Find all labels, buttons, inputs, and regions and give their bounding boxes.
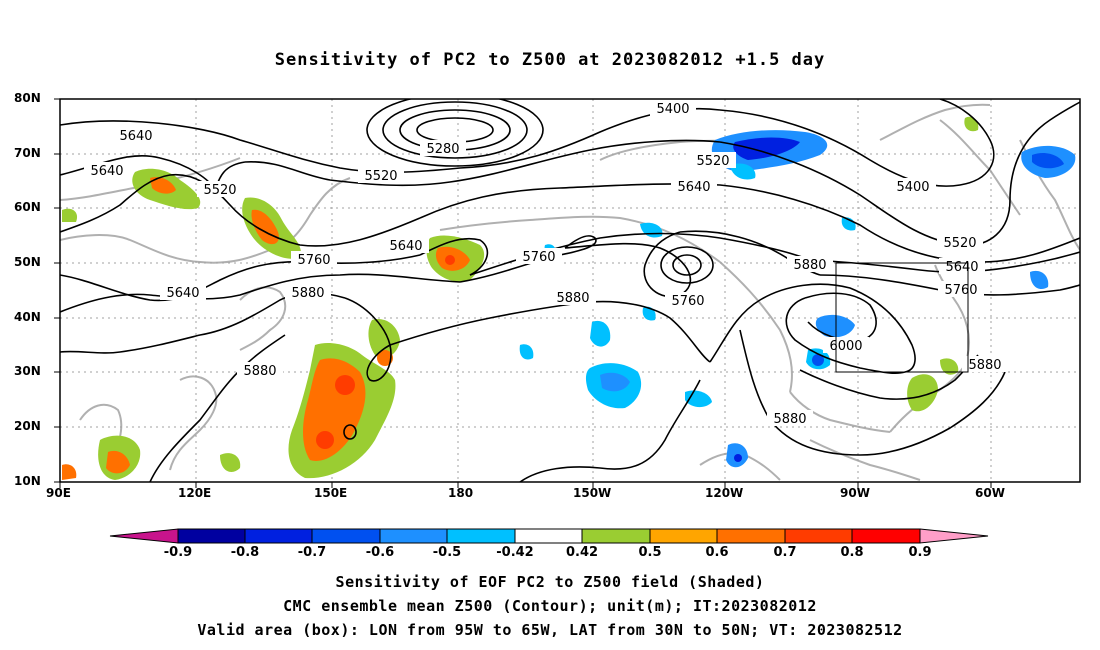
caption-valid-area: Valid area (box): LON from 95W to 65W, L… bbox=[197, 621, 903, 639]
z500-contours bbox=[60, 99, 1080, 482]
colorbar-label: -0.42 bbox=[496, 545, 534, 560]
lon-label: 150W bbox=[573, 486, 612, 500]
contour-label: 5640 bbox=[945, 260, 978, 275]
lon-label: 180 bbox=[448, 486, 474, 500]
contour-label: 5880 bbox=[773, 412, 806, 427]
contour-label: 5640 bbox=[90, 164, 123, 179]
lat-label: 80N bbox=[14, 91, 41, 105]
negative-sensitivity-patches bbox=[519, 130, 1076, 468]
valid-area-box bbox=[835, 262, 969, 373]
colorbar-label: 0.7 bbox=[773, 545, 797, 560]
contour-label: 5280 bbox=[426, 142, 459, 157]
lat-label: 30N bbox=[14, 364, 41, 378]
contour-label: 5880 bbox=[556, 291, 589, 306]
colorbar-label: 0.5 bbox=[638, 545, 662, 560]
contour-label: 5520 bbox=[943, 236, 976, 251]
colorbar-swatch bbox=[446, 528, 516, 544]
colorbar-label: 0.6 bbox=[705, 545, 729, 560]
contour-label: 5880 bbox=[243, 364, 276, 379]
positive-sensitivity-patches bbox=[62, 116, 979, 480]
colorbar-label: 0.42 bbox=[565, 545, 599, 560]
caption-shading: Sensitivity of EOF PC2 to Z500 field (Sh… bbox=[335, 573, 765, 591]
contour-label: 5520 bbox=[696, 154, 729, 169]
colorbar-swatch bbox=[784, 528, 853, 544]
lon-label: 120E bbox=[178, 486, 212, 500]
lat-label: 60N bbox=[14, 200, 41, 214]
colorbar-label: -0.6 bbox=[365, 545, 395, 560]
contour-label: 5520 bbox=[364, 169, 397, 184]
contour-label: 5760 bbox=[671, 294, 704, 309]
lon-label: 90W bbox=[840, 486, 870, 500]
colorbar-label: -0.7 bbox=[297, 545, 327, 560]
colorbar-swatch bbox=[716, 528, 786, 544]
lat-label: 70N bbox=[14, 146, 41, 160]
lat-label: 50N bbox=[14, 255, 41, 269]
axis-ticks bbox=[54, 98, 992, 488]
contour-label: 5520 bbox=[203, 183, 236, 198]
map-frame bbox=[59, 98, 1081, 483]
caption-contour: CMC ensemble mean Z500 (Contour); unit(m… bbox=[283, 597, 817, 615]
contour-label: 5880 bbox=[291, 286, 324, 301]
colorbar bbox=[109, 528, 989, 544]
colorbar-swatch bbox=[514, 528, 583, 544]
contour-label: 5760 bbox=[297, 253, 330, 268]
lon-label: 120W bbox=[705, 486, 744, 500]
contour-label: 5640 bbox=[677, 180, 710, 195]
contour-label: 5640 bbox=[389, 239, 422, 254]
colorbar-swatch bbox=[649, 528, 718, 544]
colorbar-swatch bbox=[177, 528, 246, 544]
contour-label: 5400 bbox=[896, 180, 929, 195]
colorbar-label: -0.5 bbox=[432, 545, 462, 560]
lat-label: 40N bbox=[14, 310, 41, 324]
contour-label: 6000 bbox=[829, 339, 862, 354]
lon-label: 150E bbox=[314, 486, 348, 500]
colorbar-swatch bbox=[379, 528, 448, 544]
colorbar-swatch bbox=[311, 528, 381, 544]
contour-label: 5760 bbox=[944, 283, 977, 298]
contour-label: 5880 bbox=[968, 358, 1001, 373]
colorbar-label: 0.9 bbox=[908, 545, 932, 560]
contour-label: 5760 bbox=[522, 250, 555, 265]
lon-label: 60W bbox=[975, 486, 1005, 500]
contour-label: 5640 bbox=[166, 286, 199, 301]
colorbar-swatch bbox=[851, 528, 921, 544]
colorbar-swatch bbox=[109, 528, 179, 544]
colorbar-label: 0.8 bbox=[840, 545, 864, 560]
contour-label: 5640 bbox=[119, 129, 152, 144]
colorbar-label: -0.8 bbox=[230, 545, 260, 560]
colorbar-label: -0.9 bbox=[163, 545, 193, 560]
colorbar-swatch bbox=[244, 528, 313, 544]
contour-label: 5400 bbox=[656, 102, 689, 117]
colorbar-swatch bbox=[919, 528, 989, 544]
map-title: Sensitivity of PC2 to Z500 at 2023082012… bbox=[274, 50, 826, 70]
contour-label: 5880 bbox=[793, 258, 826, 273]
colorbar-swatch bbox=[581, 528, 651, 544]
lat-label: 20N bbox=[14, 419, 41, 433]
lat-label: 10N bbox=[14, 474, 41, 488]
contour-labels: 5640 5640 5520 5640 5280 5520 5400 5520 … bbox=[84, 100, 1008, 427]
lon-label: 90E bbox=[46, 486, 71, 500]
